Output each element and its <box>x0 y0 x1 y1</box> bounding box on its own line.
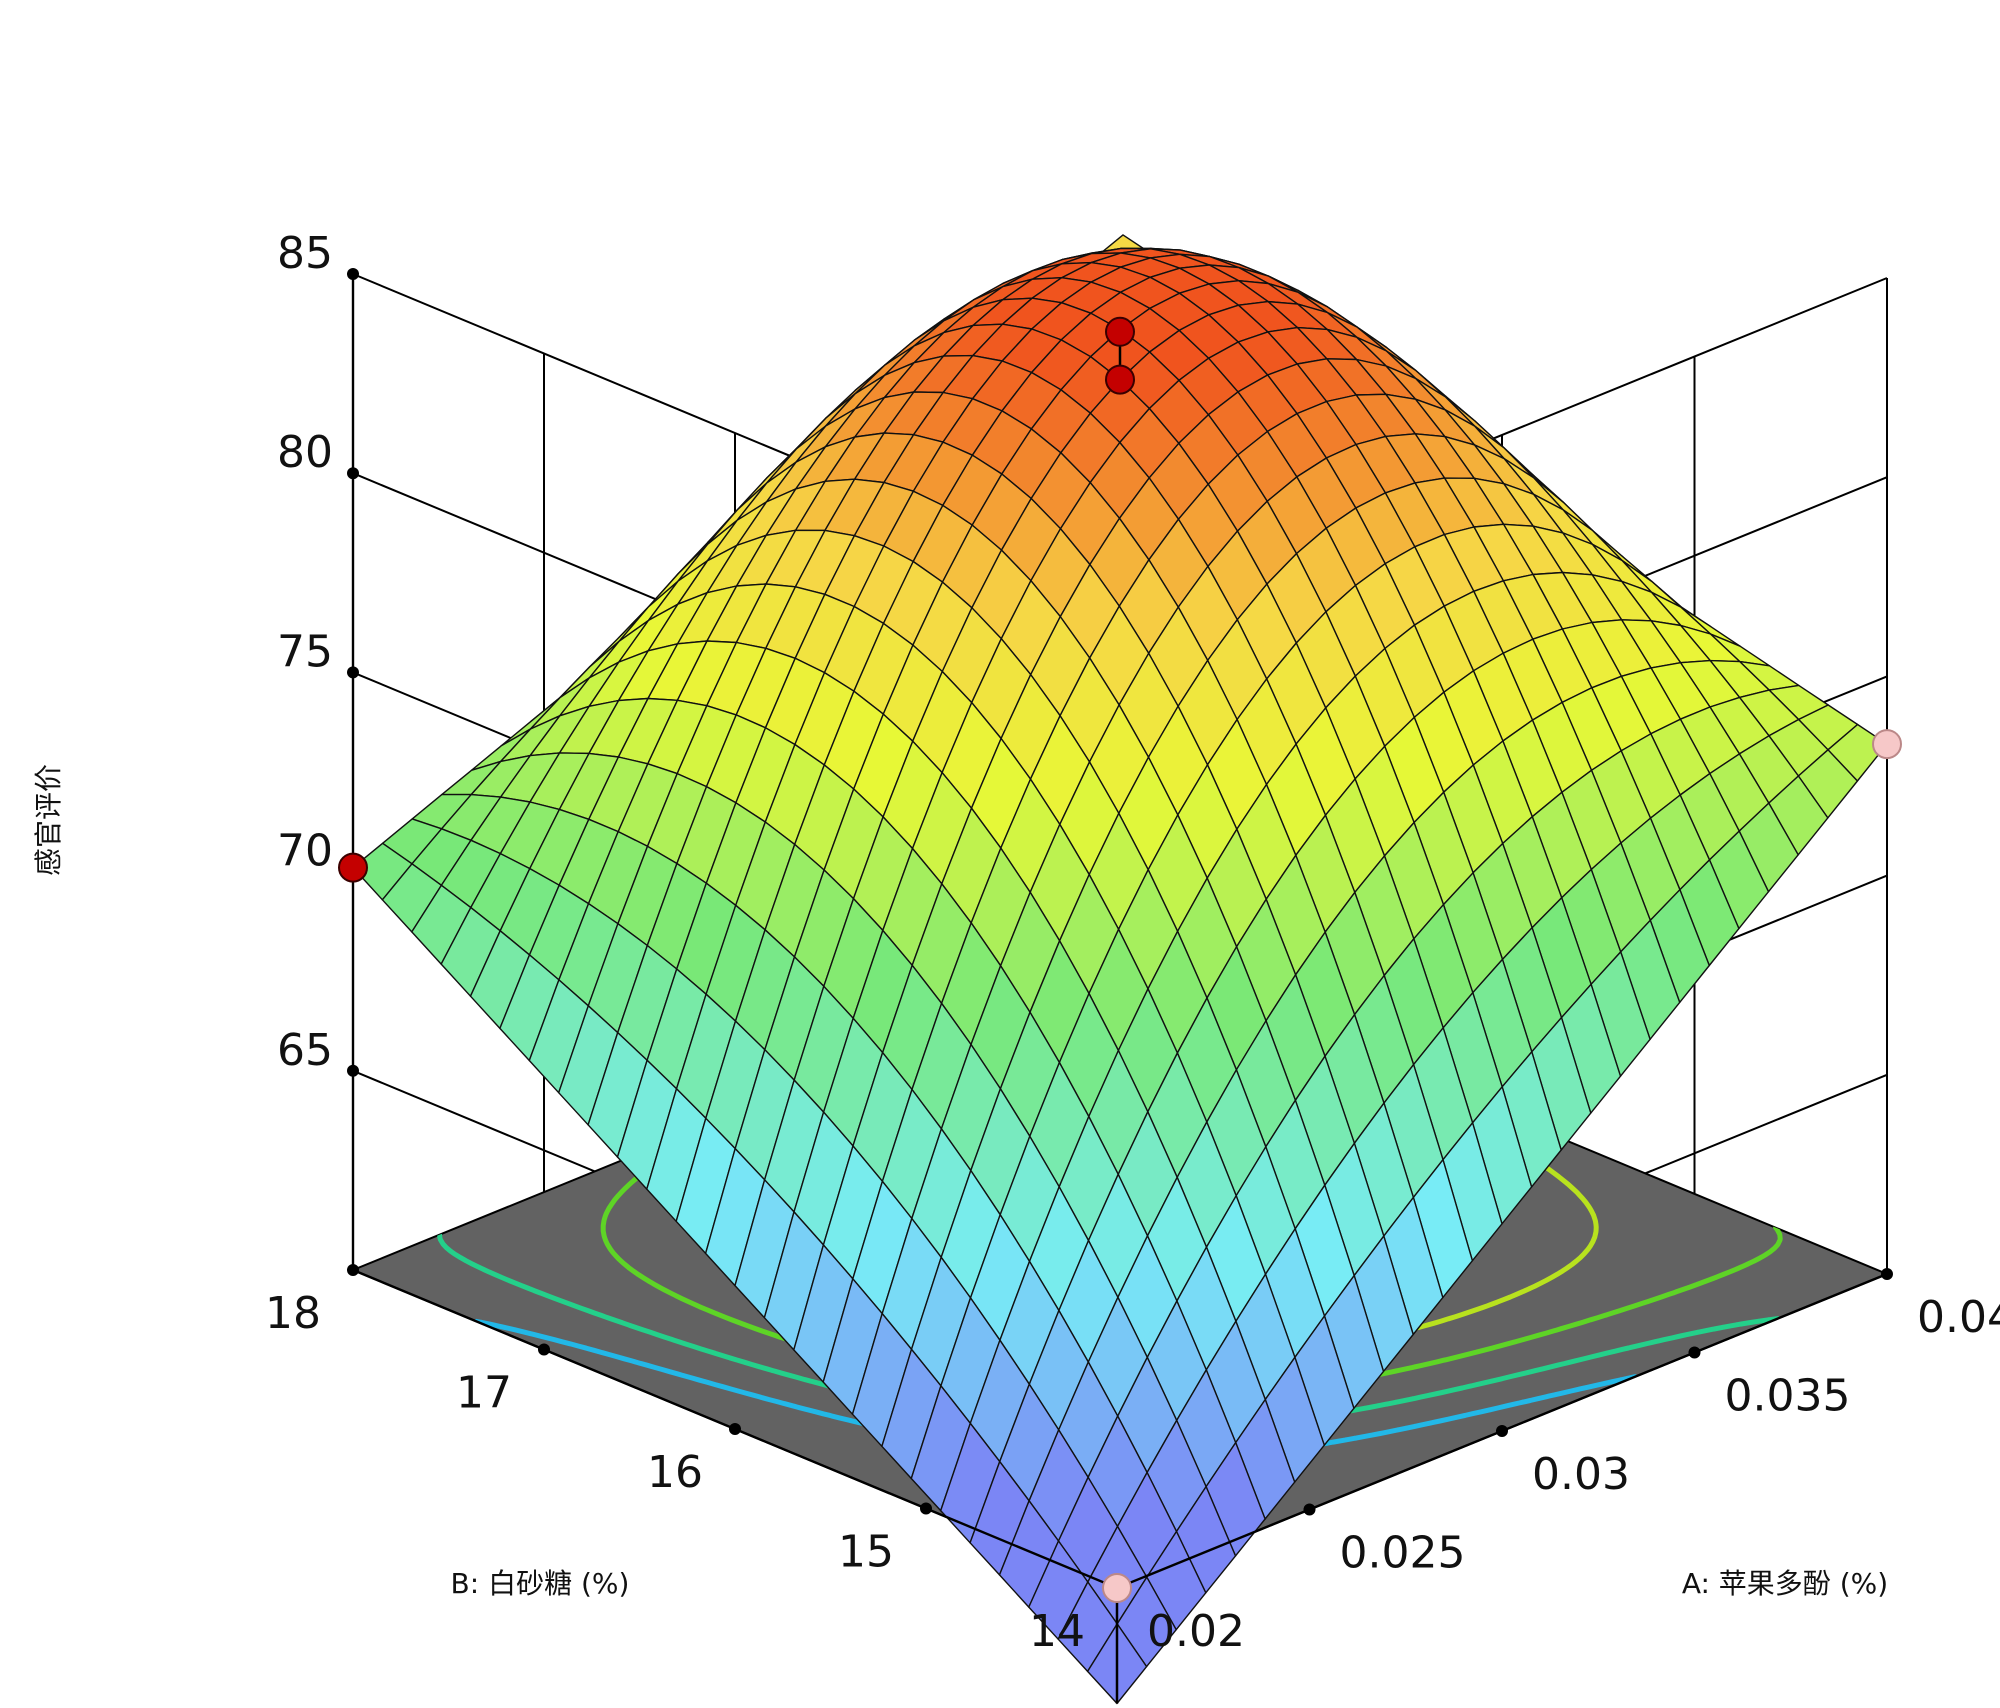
z-tick-label: 70 <box>277 826 333 877</box>
a-tick <box>1303 1503 1316 1516</box>
b-tick-label: 15 <box>838 1527 894 1578</box>
y-axis-title: B: 白砂糖 (%) <box>451 1567 630 1600</box>
a-tick <box>1881 1268 1893 1280</box>
z-tick <box>347 1064 359 1077</box>
design-point <box>1105 316 1135 347</box>
a-tick <box>1688 1346 1701 1359</box>
x-axis-title: A: 苹果多酚 (%) <box>1682 1567 1888 1600</box>
design-point <box>1102 1573 1132 1603</box>
b-tick-label: 14 <box>1029 1606 1085 1657</box>
b-tick-label: 17 <box>456 1368 512 1419</box>
z-axis-title: 感官评价 <box>32 764 65 876</box>
b-tick <box>729 1423 741 1435</box>
a-tick-label: 0.04 <box>1917 1292 2000 1343</box>
a-tick-label: 0.03 <box>1532 1449 1630 1500</box>
b-tick <box>538 1343 550 1356</box>
response-surface <box>352 234 1888 1705</box>
z-tick <box>347 268 359 280</box>
b-tick-label: 16 <box>647 1447 703 1498</box>
z-tick <box>347 666 359 679</box>
a-tick-label: 0.02 <box>1147 1606 1245 1657</box>
a-tick <box>1496 1425 1508 1437</box>
z-tick-label: 85 <box>277 228 333 279</box>
z-tick-label: 65 <box>277 1025 333 1076</box>
z-tick <box>347 467 359 480</box>
a-tick-label: 0.035 <box>1725 1371 1851 1422</box>
z-tick-label: 80 <box>277 427 333 478</box>
design-points <box>338 316 1902 1704</box>
b-tick-label: 18 <box>265 1288 321 1339</box>
design-point <box>1105 364 1135 395</box>
b-tick <box>347 1264 359 1276</box>
design-point <box>338 852 368 883</box>
z-tick-label: 75 <box>277 626 333 677</box>
a-tick-label: 0.025 <box>1340 1528 1466 1579</box>
chart-axes: 65 70 75 80 85 14 15 16 17 18 0.02 0.025 0.03 0.035 0.… <box>265 228 2000 1657</box>
design-point <box>1872 729 1902 760</box>
b-tick <box>920 1502 932 1515</box>
